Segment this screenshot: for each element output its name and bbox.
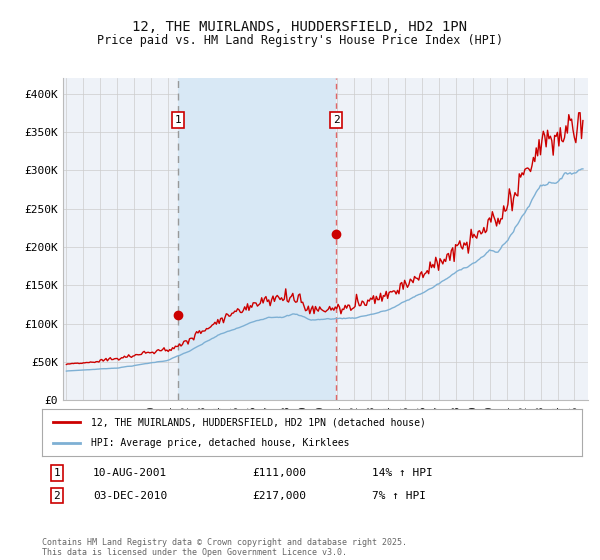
Text: 1: 1 bbox=[175, 115, 182, 125]
Text: 10-AUG-2001: 10-AUG-2001 bbox=[93, 468, 167, 478]
Text: 7% ↑ HPI: 7% ↑ HPI bbox=[372, 491, 426, 501]
Text: £217,000: £217,000 bbox=[252, 491, 306, 501]
Text: £111,000: £111,000 bbox=[252, 468, 306, 478]
Text: 12, THE MUIRLANDS, HUDDERSFIELD, HD2 1PN: 12, THE MUIRLANDS, HUDDERSFIELD, HD2 1PN bbox=[133, 20, 467, 34]
Text: Contains HM Land Registry data © Crown copyright and database right 2025.
This d: Contains HM Land Registry data © Crown c… bbox=[42, 538, 407, 557]
Text: 2: 2 bbox=[332, 115, 340, 125]
Text: 03-DEC-2010: 03-DEC-2010 bbox=[93, 491, 167, 501]
Text: Price paid vs. HM Land Registry's House Price Index (HPI): Price paid vs. HM Land Registry's House … bbox=[97, 34, 503, 46]
Bar bbox=[178, 78, 336, 400]
Text: 1: 1 bbox=[53, 468, 61, 478]
Text: 2: 2 bbox=[53, 491, 61, 501]
Text: HPI: Average price, detached house, Kirklees: HPI: Average price, detached house, Kirk… bbox=[91, 438, 349, 448]
Text: 14% ↑ HPI: 14% ↑ HPI bbox=[372, 468, 433, 478]
Text: 12, THE MUIRLANDS, HUDDERSFIELD, HD2 1PN (detached house): 12, THE MUIRLANDS, HUDDERSFIELD, HD2 1PN… bbox=[91, 417, 425, 427]
